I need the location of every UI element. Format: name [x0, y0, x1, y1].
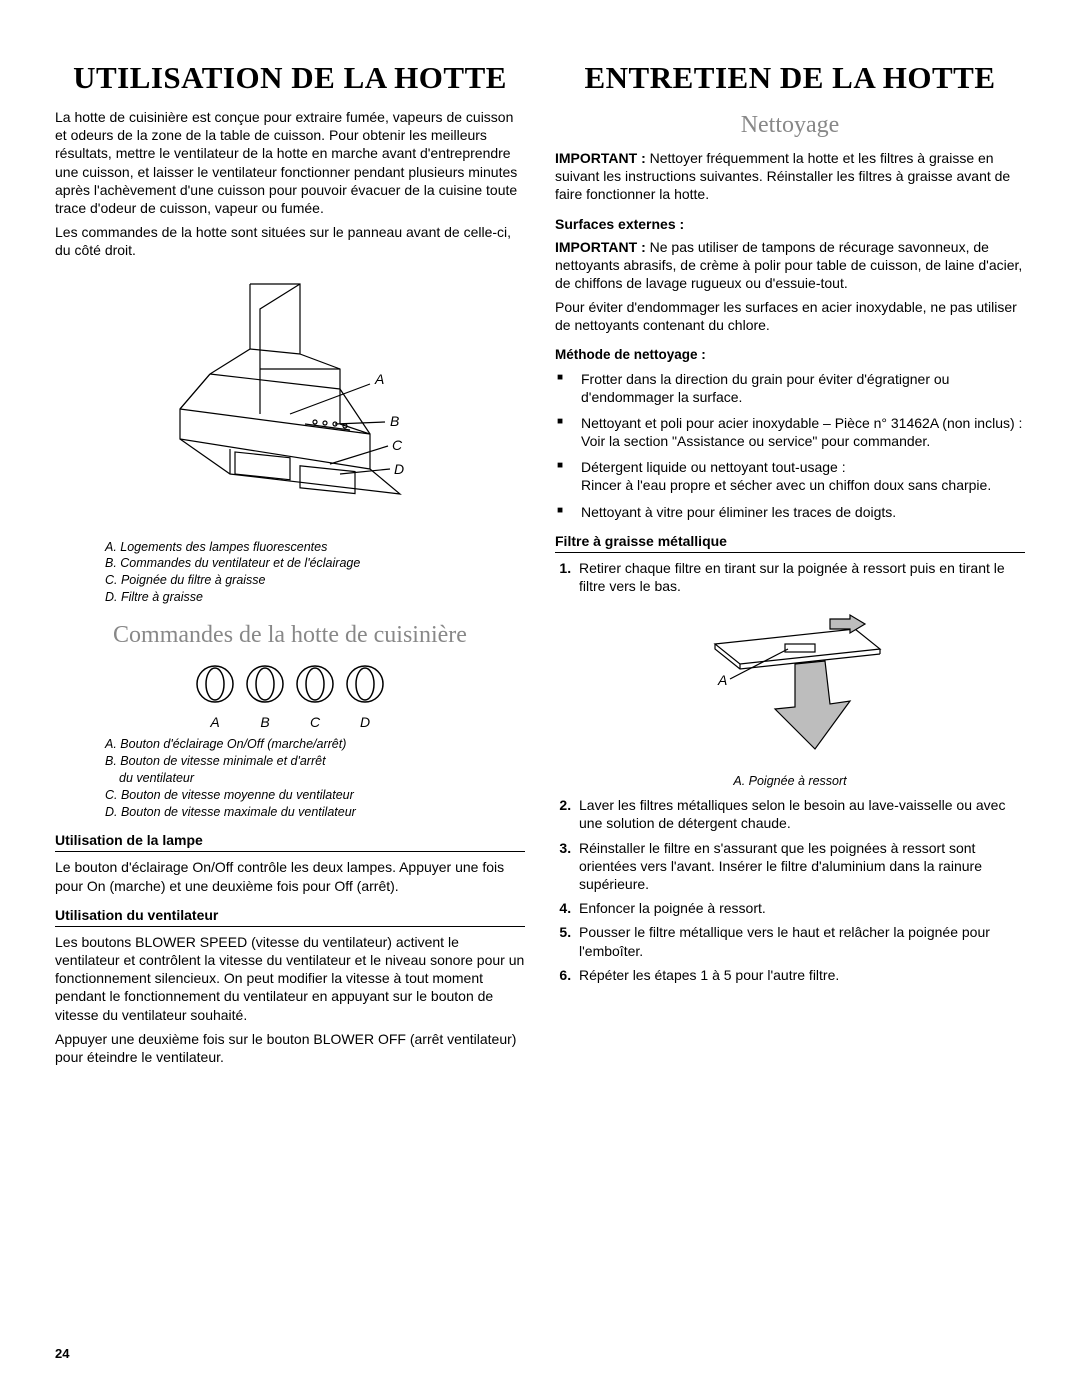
- legend1-a: A. Logements des lampes fluorescentes: [105, 539, 525, 556]
- fan-heading: Utilisation du ventilateur: [55, 907, 525, 927]
- legend1-b: B. Commandes du ventilateur et de l'écla…: [105, 555, 525, 572]
- lamp-heading: Utilisation de la lampe: [55, 832, 525, 852]
- left-column: UTILISATION DE LA HOTTE La hotte de cuis…: [55, 60, 525, 1072]
- fan-text-1: Les boutons BLOWER SPEED (vitesse du ven…: [55, 933, 525, 1024]
- lamp-text: Le bouton d'éclairage On/Off contrôle le…: [55, 858, 525, 894]
- method-list: Frotter dans la direction du grain pour …: [555, 370, 1025, 521]
- step-4: Enfoncer la poignée à ressort.: [575, 899, 1025, 917]
- diagram-legend-2: A. Bouton d'éclairage On/Off (marche/arr…: [105, 736, 525, 820]
- svg-text:D: D: [394, 461, 404, 477]
- legend2-a: A. Bouton d'éclairage On/Off (marche/arr…: [105, 736, 525, 753]
- left-title: UTILISATION DE LA HOTTE: [55, 60, 525, 96]
- svg-text:B: B: [390, 413, 399, 429]
- bullet-4: Nettoyant à vitre pour éliminer les trac…: [575, 503, 1025, 521]
- method-heading: Méthode de nettoyage :: [555, 347, 1025, 362]
- svg-text:C: C: [392, 437, 403, 453]
- svg-text:A: A: [374, 371, 384, 387]
- left-intro-1: La hotte de cuisinière est conçue pour e…: [55, 108, 525, 217]
- surfaces-text-2: Pour éviter d'endommager les surfaces en…: [555, 298, 1025, 334]
- step-5: Pousser le filtre métallique vers le hau…: [575, 923, 1025, 959]
- legend1-d: D. Filtre à graisse: [105, 589, 525, 606]
- fan-text-2: Appuyer une deuxième fois sur le bouton …: [55, 1030, 525, 1066]
- important-label-1: IMPORTANT :: [555, 150, 646, 166]
- hood-diagram: A B C D: [55, 274, 525, 529]
- step-2: Laver les filtres métalliques selon le b…: [575, 796, 1025, 832]
- right-column: ENTRETIEN DE LA HOTTE Nettoyage IMPORTAN…: [555, 60, 1025, 1072]
- legend2-c: C. Bouton de vitesse moyenne du ventilat…: [105, 787, 525, 804]
- filter-steps-cont: Laver les filtres métalliques selon le b…: [555, 796, 1025, 984]
- right-title: ENTRETIEN DE LA HOTTE: [555, 60, 1025, 96]
- legend2-d: D. Bouton de vitesse maximale du ventila…: [105, 804, 525, 821]
- step-6: Répéter les étapes 1 à 5 pour l'autre fi…: [575, 966, 1025, 984]
- left-intro-2: Les commandes de la hotte sont situées s…: [55, 223, 525, 259]
- step-3: Réinstaller le filtre en s'assurant que …: [575, 839, 1025, 894]
- filter-fig-caption: A. Poignée à ressort: [555, 774, 1025, 788]
- filter-steps: Retirer chaque filtre en tirant sur la p…: [555, 559, 1025, 595]
- knob-diagram: ABCD: [55, 659, 525, 730]
- page-number: 24: [55, 1346, 69, 1361]
- important-2: IMPORTANT : Ne pas utiliser de tampons d…: [555, 238, 1025, 293]
- svg-text:A: A: [717, 672, 727, 688]
- page-content: UTILISATION DE LA HOTTE La hotte de cuis…: [55, 60, 1025, 1072]
- diagram-legend-1: A. Logements des lampes fluorescentes B.…: [105, 539, 525, 607]
- controls-subtitle: Commandes de la hotte de cuisinière: [55, 622, 525, 649]
- filter-heading: Filtre à graisse métallique: [555, 533, 1025, 553]
- legend2-b2: du ventilateur: [105, 770, 525, 787]
- important-1: IMPORTANT : Nettoyer fréquemment la hott…: [555, 149, 1025, 204]
- important-label-2: IMPORTANT :: [555, 239, 646, 255]
- bullet-3: Détergent liquide ou nettoyant tout-usag…: [575, 458, 1025, 494]
- filter-diagram: A: [555, 609, 1025, 764]
- bullet-2: Nettoyant et poli pour acier inoxydable …: [575, 414, 1025, 450]
- legend2-b: B. Bouton de vitesse minimale et d'arrêt: [105, 753, 525, 770]
- bullet-1: Frotter dans la direction du grain pour …: [575, 370, 1025, 406]
- legend1-c: C. Poignée du filtre à graisse: [105, 572, 525, 589]
- cleaning-subtitle: Nettoyage: [555, 112, 1025, 139]
- surfaces-heading: Surfaces externes :: [555, 216, 1025, 232]
- step-1: Retirer chaque filtre en tirant sur la p…: [575, 559, 1025, 595]
